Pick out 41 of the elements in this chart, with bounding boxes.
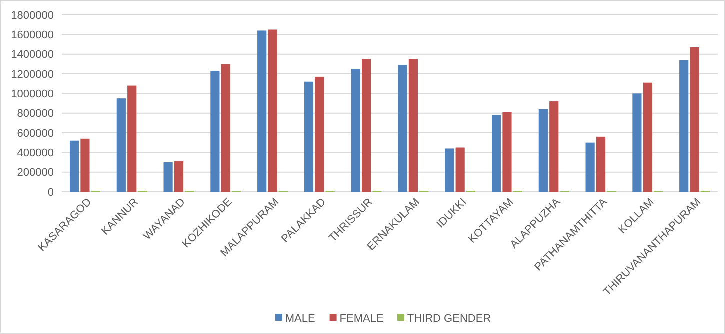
- bar: [408, 59, 418, 192]
- bar: [643, 82, 652, 192]
- bar: [315, 76, 324, 192]
- bar: [502, 112, 512, 192]
- bar: [596, 136, 606, 192]
- legend-label: FEMALE: [340, 312, 384, 325]
- bar: [70, 140, 80, 192]
- y-tick-label: 800000: [17, 108, 54, 120]
- bar: [398, 65, 408, 192]
- bar: [351, 69, 360, 192]
- y-tick-label: 1200000: [11, 68, 54, 81]
- bar: [221, 64, 230, 192]
- bar: [80, 138, 90, 192]
- y-tick-label: 1400000: [11, 49, 54, 62]
- legend-label: THIRD GENDER: [407, 312, 492, 325]
- bar: [128, 86, 137, 192]
- bar: [445, 148, 454, 192]
- bar: [680, 60, 689, 192]
- y-tick-label: 400000: [17, 148, 54, 160]
- bar: [174, 162, 184, 192]
- bar: [210, 71, 220, 192]
- bar: [164, 162, 173, 192]
- y-tick-label: 1000000: [11, 88, 54, 101]
- y-tick-label: 0: [48, 186, 54, 199]
- bar: [456, 148, 465, 192]
- y-tick-label: 200000: [17, 167, 54, 180]
- bar: [586, 142, 595, 192]
- bar: [632, 94, 642, 192]
- legend-label: MALE: [285, 312, 316, 325]
- bar: [492, 115, 502, 192]
- y-tick-label: 600000: [17, 128, 54, 140]
- bar: [690, 47, 700, 192]
- bar: [116, 98, 126, 192]
- y-tick-label: 1600000: [11, 30, 54, 42]
- bar: [538, 109, 548, 192]
- bar: [304, 82, 314, 192]
- y-tick-label: 1800000: [11, 10, 54, 22]
- bar: [258, 30, 267, 192]
- bar: [268, 30, 278, 192]
- bar: [550, 102, 559, 192]
- bar: [362, 59, 372, 192]
